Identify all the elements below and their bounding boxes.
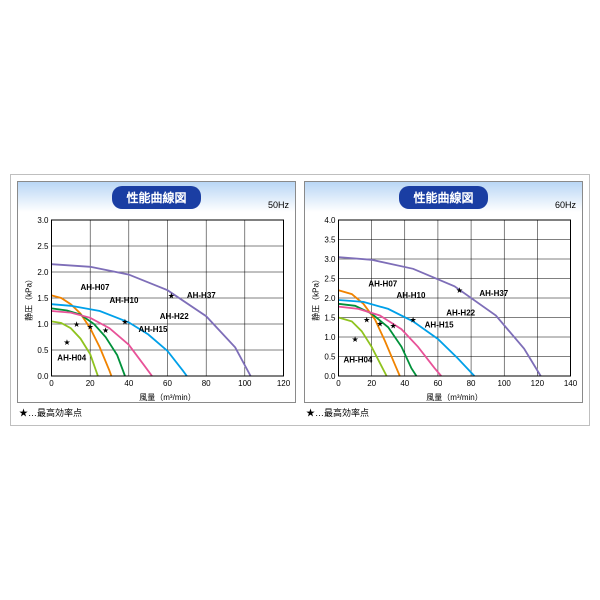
legend-note: ★…最高効率点: [304, 403, 583, 419]
star-AH-H04: ★: [351, 335, 358, 344]
svg-text:4.0: 4.0: [324, 216, 336, 225]
chart-panel: 性能曲線図 60Hz 0 20 40 60 80 100 120 140 0.0 0.5 1.0 1.…: [304, 181, 583, 403]
panel-header: 性能曲線図 50Hz: [18, 182, 295, 212]
svg-text:0.0: 0.0: [324, 372, 336, 381]
label-AH-H37: AH-H37: [187, 291, 216, 300]
label-AH-H10: AH-H10: [110, 296, 139, 305]
svg-text:0.0: 0.0: [37, 372, 49, 381]
svg-text:80: 80: [467, 379, 476, 388]
svg-text:2.5: 2.5: [324, 275, 336, 284]
star-AH-H15: ★: [390, 321, 397, 330]
legend-note: ★…最高効率点: [17, 403, 296, 419]
chart-panel: 性能曲線図 50Hz 0 20 40 60 80 100 120 0.0 0.5 1.0 1.5 2.…: [17, 181, 296, 403]
panel-header: 性能曲線図 60Hz: [305, 182, 582, 212]
svg-text:3.5: 3.5: [324, 236, 336, 245]
panel-title: 性能曲線図: [112, 186, 200, 209]
svg-text:1.0: 1.0: [37, 320, 49, 329]
panel-title: 性能曲線図: [399, 186, 487, 209]
label-AH-H15: AH-H15: [425, 320, 454, 329]
star-AH-H04: ★: [63, 338, 70, 347]
svg-text:120: 120: [277, 379, 291, 388]
svg-text:100: 100: [498, 379, 512, 388]
svg-text:2.0: 2.0: [324, 294, 336, 303]
svg-text:100: 100: [238, 379, 252, 388]
svg-text:120: 120: [531, 379, 545, 388]
svg-text:3.0: 3.0: [324, 255, 336, 264]
svg-text:140: 140: [564, 379, 578, 388]
label-AH-H22: AH-H22: [160, 312, 189, 321]
svg-text:80: 80: [202, 379, 211, 388]
svg-text:0.5: 0.5: [37, 346, 49, 355]
star-AH-H22: ★: [121, 317, 128, 326]
svg-text:20: 20: [86, 379, 95, 388]
star-AH-H07: ★: [363, 315, 370, 324]
star-AH-H10: ★: [87, 323, 94, 332]
ylabel: 静圧（kPa）: [24, 275, 34, 321]
chart-wrapper: 性能曲線図 50Hz 0 20 40 60 80 100 120 0.0 0.5 1.0 1.5 2.…: [10, 174, 590, 426]
svg-text:40: 40: [124, 379, 133, 388]
ylabel: 静圧（kPa）: [311, 275, 321, 321]
svg-text:1.5: 1.5: [37, 294, 49, 303]
svg-text:0: 0: [336, 379, 341, 388]
hz-label: 50Hz: [268, 200, 289, 210]
star-AH-H10: ★: [376, 319, 383, 328]
svg-text:3.0: 3.0: [37, 216, 49, 225]
label-AH-H22: AH-H22: [446, 309, 475, 318]
star-AH-H15: ★: [102, 326, 109, 335]
label-AH-H10: AH-H10: [397, 291, 426, 300]
xlabel: 風量（m³/min）: [139, 393, 195, 402]
svg-text:40: 40: [400, 379, 409, 388]
svg-text:0.5: 0.5: [324, 353, 336, 362]
star-AH-H37: ★: [456, 286, 463, 295]
svg-text:60: 60: [433, 379, 442, 388]
star-AH-H37: ★: [168, 291, 175, 300]
label-AH-H07: AH-H07: [368, 279, 397, 288]
svg-text:1.0: 1.0: [324, 333, 336, 342]
label-AH-H15: AH-H15: [139, 325, 168, 334]
svg-text:20: 20: [367, 379, 376, 388]
svg-text:2.5: 2.5: [37, 242, 49, 251]
svg-text:0: 0: [49, 379, 54, 388]
label-AH-H07: AH-H07: [81, 283, 110, 292]
label-AH-H04: AH-H04: [57, 353, 86, 362]
plot-svg: 0 20 40 60 80 100 120 140 0.0 0.5 1.0 1.5 2.0 2.5 3.0 3…: [305, 212, 582, 402]
star-AH-H07: ★: [73, 320, 80, 329]
xlabel: 風量（m³/min）: [426, 393, 482, 402]
svg-text:2.0: 2.0: [37, 268, 49, 277]
hz-label: 60Hz: [555, 200, 576, 210]
star-AH-H22: ★: [409, 315, 416, 324]
plot-svg: 0204060801001200.00.51.01.52.02.53.0★★★★…: [18, 212, 295, 402]
svg-text:1.5: 1.5: [324, 314, 336, 323]
label-AH-H37: AH-H37: [479, 289, 508, 298]
label-AH-H04: AH-H04: [343, 355, 372, 364]
svg-text:60: 60: [163, 379, 172, 388]
